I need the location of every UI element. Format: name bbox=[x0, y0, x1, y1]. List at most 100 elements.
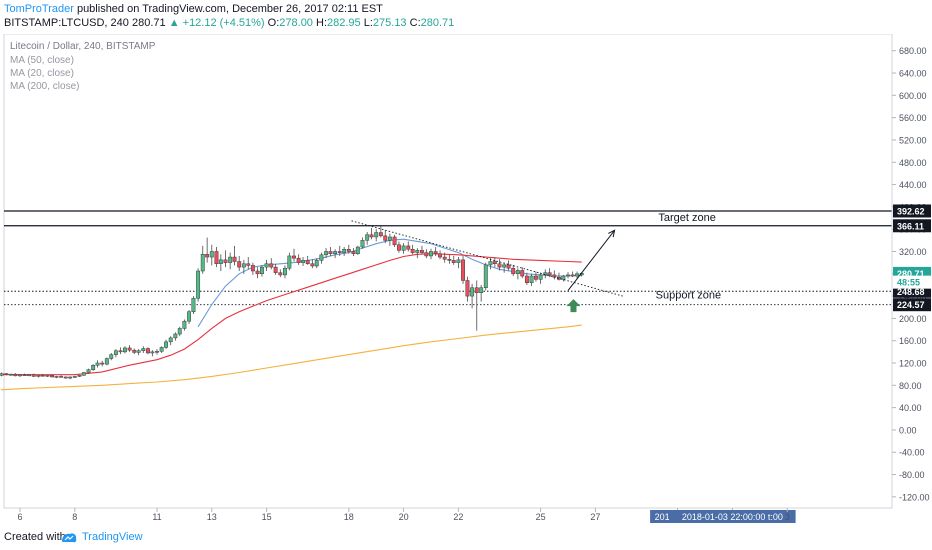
legend-ma50[interactable]: MA (50, close) bbox=[10, 55, 74, 66]
candle bbox=[200, 245, 205, 274]
price-chart[interactable]: Target zone Support zone Litecoin / Doll… bbox=[0, 34, 932, 526]
candle bbox=[287, 252, 292, 271]
candle bbox=[18, 374, 22, 377]
y-tick-label: 560.00 bbox=[899, 113, 927, 123]
candle bbox=[387, 233, 392, 246]
candle bbox=[529, 273, 534, 287]
candle bbox=[410, 244, 415, 255]
candle bbox=[447, 254, 452, 264]
ohlc-line: BITSTAMP:LTCUSD, 240 280.71 ▲ +12.12 (+4… bbox=[4, 17, 454, 29]
candle bbox=[365, 231, 370, 245]
candle-body bbox=[136, 350, 141, 353]
level-price-label-bg bbox=[893, 204, 931, 218]
ma50-line bbox=[0, 253, 582, 376]
candle bbox=[168, 336, 173, 346]
candle-body bbox=[456, 259, 461, 263]
candle bbox=[40, 374, 45, 377]
candle-body bbox=[319, 254, 324, 261]
candle bbox=[95, 360, 100, 368]
candle bbox=[164, 339, 168, 350]
candle bbox=[570, 271, 575, 278]
candle bbox=[187, 310, 192, 324]
candle bbox=[177, 326, 182, 337]
candle-body bbox=[104, 358, 109, 365]
candle bbox=[319, 252, 324, 264]
candle bbox=[296, 254, 301, 265]
projection-arrow-head-icon bbox=[608, 229, 616, 238]
candle-body bbox=[515, 270, 520, 275]
candle bbox=[324, 248, 329, 259]
descending-trendline bbox=[351, 220, 623, 297]
candle-body bbox=[141, 348, 146, 351]
y-tick-label: 480.00 bbox=[899, 158, 927, 168]
y-tick-label: 80.00 bbox=[899, 381, 922, 391]
candle bbox=[520, 267, 525, 279]
candle-body bbox=[292, 255, 296, 259]
legend-ma20[interactable]: MA (20, close) bbox=[10, 68, 74, 79]
candle-body bbox=[547, 272, 552, 276]
candle-body bbox=[442, 256, 447, 260]
candle bbox=[72, 375, 77, 379]
y-tick-label: 160.00 bbox=[899, 336, 927, 346]
candle-body bbox=[305, 260, 310, 265]
close-value: 280.71 bbox=[420, 17, 455, 29]
candle bbox=[182, 319, 187, 331]
candle bbox=[547, 268, 552, 278]
candle-body bbox=[113, 350, 118, 355]
candle-body bbox=[109, 354, 114, 359]
candle-body bbox=[415, 250, 420, 253]
candle-body bbox=[155, 351, 159, 353]
candle bbox=[465, 276, 470, 302]
author-link[interactable]: TomProTrader bbox=[4, 3, 74, 15]
candle bbox=[27, 374, 31, 377]
candle-body bbox=[420, 250, 424, 253]
plot-area[interactable] bbox=[3, 34, 893, 509]
candle bbox=[59, 375, 64, 378]
candle bbox=[456, 257, 461, 269]
candle bbox=[136, 349, 141, 356]
published-text: published on TradingView.com, December 2… bbox=[73, 3, 383, 15]
y-tick-label: 120.00 bbox=[899, 359, 927, 369]
candle bbox=[269, 258, 274, 270]
candle-body bbox=[369, 234, 374, 238]
candle-body bbox=[0, 373, 4, 376]
candle-body bbox=[488, 261, 493, 266]
candle-body bbox=[324, 251, 329, 256]
candle-body bbox=[13, 373, 18, 377]
candle bbox=[346, 244, 351, 254]
candle bbox=[241, 259, 246, 274]
candle-body bbox=[543, 272, 548, 276]
candle-body bbox=[461, 259, 466, 281]
legend-ma200[interactable]: MA (200, close) bbox=[10, 81, 79, 92]
candle-body bbox=[31, 374, 36, 377]
candle-body bbox=[570, 274, 575, 277]
candle bbox=[506, 260, 511, 271]
candle-body bbox=[287, 255, 292, 269]
candle bbox=[515, 268, 520, 280]
candle bbox=[54, 375, 59, 379]
candle bbox=[9, 373, 13, 376]
tradingview-link[interactable]: TradingView bbox=[82, 531, 143, 543]
candle bbox=[77, 374, 82, 377]
candle-body bbox=[479, 287, 484, 293]
candle-body bbox=[310, 263, 315, 267]
y-tick-label: 40.00 bbox=[899, 403, 922, 413]
countdown-label-bg bbox=[893, 275, 931, 289]
candle bbox=[301, 257, 305, 266]
support-zone-label: Support zone bbox=[656, 289, 721, 301]
candle-body bbox=[424, 252, 429, 257]
candle bbox=[141, 346, 146, 353]
candle-body bbox=[72, 376, 77, 378]
candle-body bbox=[378, 232, 383, 237]
candle-body bbox=[278, 272, 283, 276]
created-with-text: Created with bbox=[4, 531, 66, 543]
symbol-label: BITSTAMP:LTCUSD, 240 bbox=[4, 17, 129, 29]
candle-body bbox=[173, 333, 178, 339]
candle bbox=[497, 259, 502, 271]
candle bbox=[22, 373, 27, 376]
level-price-label-bg bbox=[893, 219, 931, 233]
countdown-label: 48:55 bbox=[897, 278, 920, 288]
candle-body bbox=[255, 270, 260, 275]
candle-body bbox=[465, 280, 470, 297]
